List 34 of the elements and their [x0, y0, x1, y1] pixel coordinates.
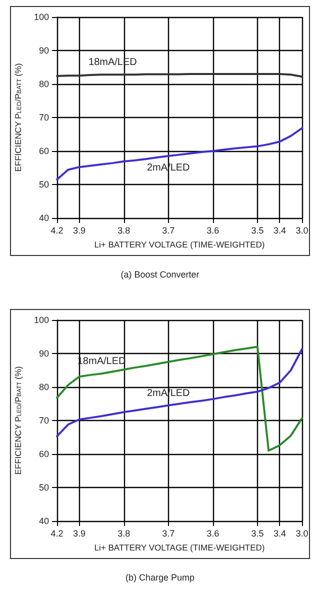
- y-tick-label: 100: [34, 315, 49, 325]
- y-tick-label: 80: [38, 382, 49, 392]
- text: (b) Charge Pump: [125, 572, 195, 582]
- x-tick-label: 3.9: [73, 528, 86, 538]
- y-tick-label: 90: [38, 46, 49, 56]
- x-tick-label: 3.0: [296, 226, 308, 236]
- x-tick-label: 3.6: [206, 528, 220, 538]
- y-tick-label: 60: [38, 449, 49, 459]
- y-tick-label: 50: [38, 482, 49, 492]
- x-tick-label: 4.2: [50, 226, 64, 236]
- y-tick-label: 100: [34, 12, 49, 22]
- y-tick-label: 40: [38, 516, 49, 526]
- x-tick-label: 3.7: [162, 226, 175, 236]
- x-tick-label: 3.5: [251, 226, 264, 236]
- y-tick-label: 60: [38, 146, 49, 156]
- x-tick-label: 3.4: [273, 528, 286, 538]
- x-tick-label: 3.4: [273, 226, 286, 236]
- x-tick-label: 3.7: [162, 528, 175, 538]
- y-tick-label: 50: [38, 180, 49, 190]
- y-tick-label: 80: [38, 79, 49, 89]
- x-axis-title: Li+ BATTERY VOLTAGE (TIME-WEIGHTED): [94, 542, 265, 552]
- y-tick-label: 70: [38, 416, 49, 426]
- x-tick-label: 3.6: [206, 226, 220, 236]
- y-tick-label: 90: [38, 348, 49, 358]
- y-tick-label: 40: [38, 213, 49, 223]
- x-tick-label: 4.2: [50, 528, 64, 538]
- x-tick-label: 3.9: [73, 226, 86, 236]
- x-tick-label: 3.8: [118, 528, 130, 538]
- text: (a) Boost Converter: [120, 270, 200, 280]
- y-tick-label: 70: [38, 112, 49, 122]
- x-tick-label: 3.5: [251, 528, 264, 538]
- x-axis-title: Li+ BATTERY VOLTAGE (TIME-WEIGHTED): [94, 240, 265, 250]
- x-tick-label: 3.8: [118, 226, 130, 236]
- x-tick-label: 3.0: [296, 528, 308, 538]
